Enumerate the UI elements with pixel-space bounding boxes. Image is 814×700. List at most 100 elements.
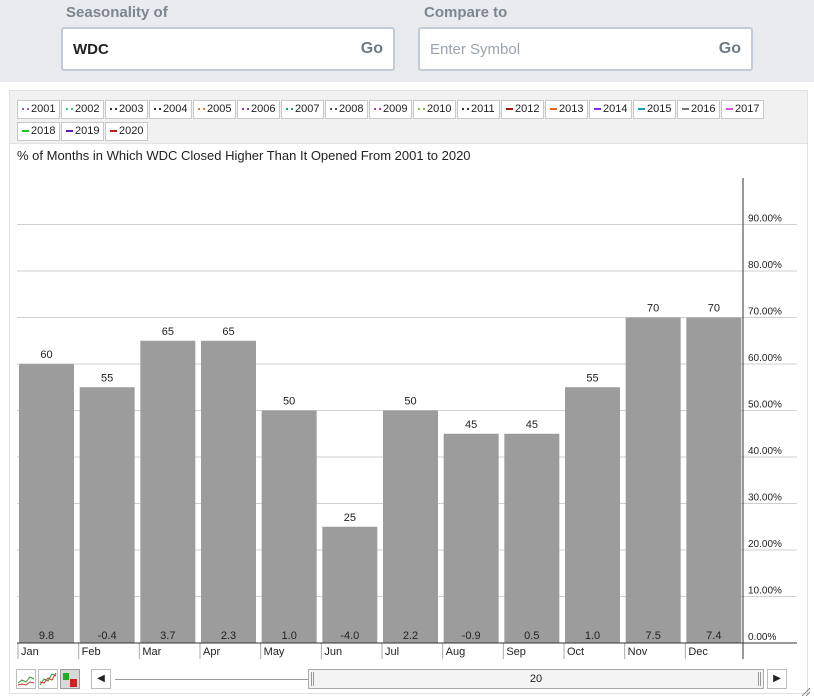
legend-item-2007[interactable]: 2007 — [281, 100, 324, 119]
x-tick-label: Mar — [142, 646, 161, 658]
legend-label: 2006 — [251, 103, 276, 115]
legend-item-2020[interactable]: 2020 — [105, 122, 148, 141]
legend-swatch — [198, 108, 205, 111]
bar-aug — [443, 433, 499, 643]
y-tick-label: 60.00% — [748, 353, 782, 364]
y-tick-label: 40.00% — [748, 446, 782, 457]
legend-label: 2019 — [75, 125, 100, 137]
legend-item-2012[interactable]: 2012 — [501, 100, 544, 119]
legend-swatch — [462, 108, 469, 111]
legend-swatch — [22, 130, 29, 133]
legend-label: 2005 — [207, 103, 232, 115]
y-tick-label: 20.00% — [748, 539, 782, 550]
bar-oct — [565, 387, 620, 643]
legend-item-2018[interactable]: 2018 — [17, 122, 60, 141]
legend-label: 2009 — [383, 103, 408, 115]
legend-swatch — [242, 108, 249, 111]
legend-swatch — [374, 108, 381, 111]
range-slider[interactable]: 20 — [308, 669, 764, 689]
bar-change-label: 9.8 — [39, 630, 54, 642]
legend-item-2019[interactable]: 2019 — [61, 122, 104, 141]
x-tick-label: Jun — [324, 646, 342, 658]
bar-change-label: 7.4 — [706, 630, 721, 642]
bar-nov — [625, 317, 681, 643]
overlay-chart-thumbnail[interactable] — [38, 669, 58, 689]
bar-value-label: 55 — [101, 372, 113, 384]
y-tick-label: 30.00% — [748, 493, 782, 504]
x-tick-label: Aug — [446, 646, 466, 658]
symbol-form: Seasonality of WDC Go Compare to Enter S… — [0, 0, 814, 82]
bar-apr — [201, 340, 256, 643]
legend-item-2013[interactable]: 2013 — [545, 100, 588, 119]
bar-chart-icon — [63, 673, 77, 687]
resize-grip-icon[interactable] — [800, 686, 810, 696]
navigator-track — [115, 679, 310, 680]
symbol-input[interactable]: WDC Go — [61, 27, 395, 71]
bar-change-label: 2.3 — [221, 630, 236, 642]
legend-item-2008[interactable]: 2008 — [325, 100, 368, 119]
bar-value-label: 50 — [404, 396, 416, 408]
scroll-left-button[interactable]: ◀ — [91, 669, 111, 689]
legend-label: 2013 — [559, 103, 584, 115]
legend-item-2006[interactable]: 2006 — [237, 100, 280, 119]
legend-item-2014[interactable]: 2014 — [589, 100, 632, 119]
legend-item-2004[interactable]: 2004 — [149, 100, 192, 119]
legend-item-2003[interactable]: 2003 — [105, 100, 148, 119]
legend-item-2002[interactable]: 2002 — [61, 100, 104, 119]
legend-label: 2011 — [471, 103, 495, 115]
bar-chart-thumbnail[interactable] — [60, 669, 80, 689]
y-tick-label: 50.00% — [748, 400, 782, 411]
legend-label: 2004 — [163, 103, 188, 115]
bar-feb — [79, 387, 135, 643]
x-tick-label: Dec — [688, 646, 708, 658]
legend-item-2010[interactable]: 2010 — [413, 100, 456, 119]
bar-change-label: 3.7 — [160, 630, 175, 642]
x-tick-label: Oct — [567, 646, 584, 658]
seasonality-label: Seasonality of — [66, 4, 168, 21]
slider-right-handle[interactable] — [758, 672, 761, 686]
legend-item-2005[interactable]: 2005 — [193, 100, 236, 119]
legend-label: 2014 — [603, 103, 628, 115]
legend-item-2015[interactable]: 2015 — [633, 100, 676, 119]
legend-swatch — [418, 108, 425, 111]
compare-go-button[interactable]: Go — [718, 40, 741, 57]
legend-swatch — [66, 108, 73, 111]
x-tick-label: Nov — [628, 646, 648, 658]
compare-placeholder: Enter Symbol — [430, 41, 521, 58]
legend-swatch — [66, 130, 73, 133]
line-chart-thumbnail[interactable] — [16, 669, 36, 689]
legend-swatch — [682, 108, 689, 111]
bar-change-label: 1.0 — [585, 630, 600, 642]
legend-label: 2002 — [75, 103, 100, 115]
legend-item-2017[interactable]: 2017 — [721, 100, 764, 119]
legend-item-2016[interactable]: 2016 — [677, 100, 720, 119]
chart-title: % of Months in Which WDC Closed Higher T… — [17, 148, 471, 163]
bar-value-label: 65 — [222, 326, 234, 338]
legend-swatch — [594, 108, 601, 111]
go-button[interactable]: Go — [360, 40, 383, 57]
x-tick-label: Apr — [203, 646, 220, 658]
scroll-right-button[interactable]: ▶ — [767, 669, 787, 689]
x-tick-label: Jul — [385, 646, 399, 658]
y-tick-label: 10.00% — [748, 586, 782, 597]
bar-change-label: -4.0 — [340, 630, 359, 642]
bar-value-label: 70 — [647, 303, 659, 315]
bar-value-label: 45 — [526, 419, 538, 431]
bar-value-label: 60 — [40, 349, 52, 361]
legend-swatch — [110, 108, 117, 111]
symbol-value: WDC — [73, 41, 109, 58]
legend-item-2011[interactable]: 2011 — [457, 100, 500, 119]
legend-label: 2020 — [119, 125, 144, 137]
bar-value-label: 70 — [708, 303, 720, 315]
x-tick-label: May — [264, 646, 285, 658]
legend-swatch — [638, 108, 645, 111]
bar-dec — [686, 317, 742, 643]
compare-input[interactable]: Enter Symbol Go — [418, 27, 753, 71]
legend-item-2009[interactable]: 2009 — [369, 100, 412, 119]
bar-value-label: 65 — [162, 326, 174, 338]
legend-label: 2012 — [515, 103, 540, 115]
bar-change-label: 0.5 — [524, 630, 539, 642]
slider-left-handle[interactable] — [311, 672, 314, 686]
legend-item-2001[interactable]: 2001 — [17, 100, 60, 119]
